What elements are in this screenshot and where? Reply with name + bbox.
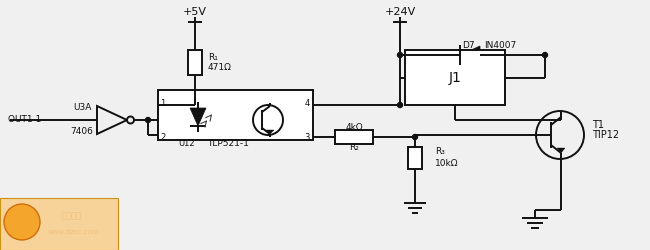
Circle shape [398,102,402,108]
Text: 4: 4 [304,98,309,108]
Polygon shape [460,46,480,64]
Circle shape [398,52,402,58]
Bar [158,90,313,140]
Text: D7: D7 [462,40,474,50]
Polygon shape [266,130,274,134]
Text: 3: 3 [304,132,309,141]
Text: www.dzsc.com: www.dzsc.com [47,229,99,235]
Text: 7406: 7406 [71,128,94,136]
Text: OUT1 1: OUT1 1 [8,116,41,124]
Text: 4kΩ: 4kΩ [345,124,363,132]
Circle shape [4,204,40,240]
Text: TLP521-1: TLP521-1 [207,138,249,147]
Text: R₃: R₃ [435,148,445,156]
Bar [0,198,118,250]
Circle shape [543,52,547,58]
Text: 10kΩ: 10kΩ [435,160,458,168]
Bar [335,130,373,144]
Circle shape [146,118,151,122]
Text: J1: J1 [448,71,461,85]
Text: R₂: R₂ [349,142,359,152]
Bar [188,50,202,75]
Text: U3A: U3A [73,102,91,112]
Text: +24V: +24V [384,7,415,17]
Text: R₁: R₁ [208,54,218,62]
Text: U12: U12 [178,138,194,147]
Text: 471Ω: 471Ω [208,64,232,72]
Polygon shape [557,148,565,153]
Text: TIP12: TIP12 [592,130,619,140]
Text: IN4007: IN4007 [484,40,516,50]
Polygon shape [190,108,206,126]
Text: 2: 2 [161,132,166,141]
Text: T1: T1 [592,120,604,130]
Text: 1: 1 [161,98,166,108]
Text: +5V: +5V [183,7,207,17]
Bar [405,50,505,105]
Circle shape [413,134,417,140]
Bar [408,147,422,169]
Text: 维库一下: 维库一下 [62,212,82,220]
